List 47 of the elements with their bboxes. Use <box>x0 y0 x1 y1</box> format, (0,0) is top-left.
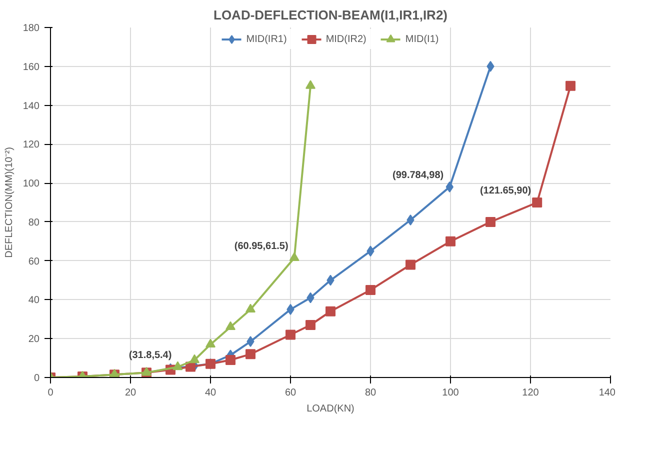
y-tick-label: 40 <box>28 295 40 306</box>
annotation: (121.65,90) <box>480 186 532 196</box>
point <box>406 260 416 270</box>
point <box>486 216 496 227</box>
point <box>406 214 414 226</box>
point <box>289 252 300 262</box>
y-tick-label: 80 <box>28 217 40 228</box>
annotation: (31.8,5.4) <box>128 350 172 361</box>
point <box>226 355 236 365</box>
y-tick-label: 160 <box>22 62 40 73</box>
y-axis-title: DEFLECTION(MM)(10⁻²) <box>4 147 15 258</box>
legend-label: MID(IR2) <box>326 34 366 44</box>
x-tick-label: 60 <box>284 388 296 398</box>
y-tick-label: 20 <box>28 334 40 346</box>
x-tick-label: 0 <box>48 388 54 398</box>
y-tick-label: 100 <box>22 178 40 190</box>
x-tick-label: 40 <box>204 388 216 398</box>
point <box>306 80 316 89</box>
y-tick-label: 180 <box>22 23 40 34</box>
point <box>206 338 216 348</box>
point <box>566 80 576 91</box>
point <box>172 361 183 370</box>
point <box>306 320 316 330</box>
x-axis-title: LOAD(KN) <box>306 404 354 414</box>
point <box>326 306 336 316</box>
y-tick-label: 120 <box>22 140 40 151</box>
point <box>226 321 236 330</box>
point <box>532 198 542 208</box>
annotation: (60.95,61.5) <box>234 240 288 252</box>
point <box>366 285 376 295</box>
y-tick-label: 0 <box>34 373 40 384</box>
y-tick-label: 140 <box>22 100 40 112</box>
annotation: (99.784,98) <box>392 170 444 181</box>
x-tick-label: 140 <box>598 388 616 398</box>
x-tick-label: 20 <box>124 388 136 398</box>
x-tick-label: 80 <box>364 388 376 398</box>
x-tick-label: 120 <box>522 388 540 398</box>
legend-label: MID(IR1) <box>246 34 287 44</box>
chart-title: LOAD-DEFLECTION-BEAM(I1,IR1,IR2) <box>214 8 448 22</box>
x-tick-label: 100 <box>442 388 460 398</box>
legend-label: MID(I1) <box>405 34 439 44</box>
y-tick-label: 60 <box>28 256 40 268</box>
point <box>190 354 200 364</box>
point <box>286 330 296 340</box>
point <box>246 349 256 360</box>
point <box>246 304 256 313</box>
point <box>446 236 456 246</box>
